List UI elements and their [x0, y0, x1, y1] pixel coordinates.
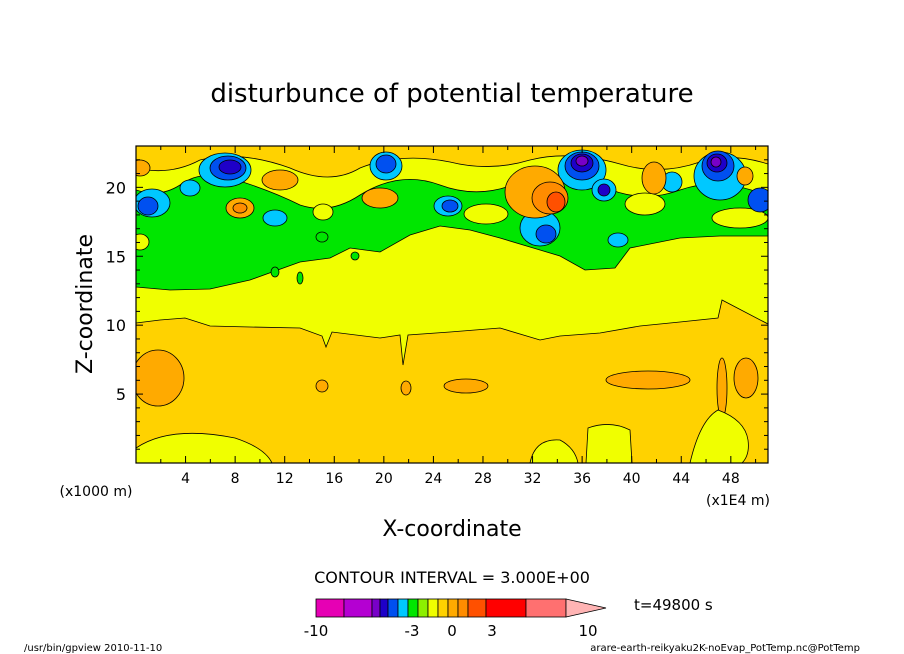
colorbar-segment — [437, 598, 449, 618]
orange-blob — [716, 357, 728, 419]
green-patch — [315, 231, 329, 243]
yellow-patch — [136, 432, 273, 463]
x-axis-label: X-coordinate — [382, 517, 521, 542]
darkblue-cell — [597, 183, 611, 197]
yellow-patch — [711, 207, 768, 229]
colorbar-segment — [397, 598, 409, 618]
x-tick-label: 8 — [231, 471, 240, 487]
yellow-patch — [312, 203, 334, 221]
x-unit-label: (x1E4 m) — [706, 493, 770, 509]
orange-cell — [261, 169, 299, 191]
x-ticks: 4 8 12 16 20 24 28 32 36 40 44 48 — [160, 146, 757, 487]
colorbar-tick-label: 10 — [578, 622, 597, 640]
orange-blob — [315, 379, 329, 393]
colorbar-tick-label: 0 — [447, 622, 457, 640]
yellow-patch — [585, 424, 633, 463]
red-orange-cell — [546, 191, 566, 213]
colorbar-segment — [343, 598, 373, 618]
colorbar-segment — [407, 598, 419, 618]
colorbar-tick-label: -3 — [405, 622, 420, 640]
purple-cell — [575, 155, 589, 167]
blue-cell — [375, 154, 397, 174]
blue-cell — [137, 196, 159, 216]
blue-cell — [535, 224, 557, 244]
x-tick-label: 12 — [276, 471, 294, 487]
colorbar-extension — [565, 598, 607, 618]
colorbar-segment — [387, 598, 399, 618]
green-patch — [296, 271, 304, 285]
colorbar-segment — [447, 598, 459, 618]
yellow-patch — [529, 439, 579, 463]
purple-cell — [710, 156, 722, 168]
colorbar-segment — [525, 598, 567, 618]
colorbar-segment — [315, 598, 345, 618]
colorbar-segment — [427, 598, 439, 618]
orange-blob — [136, 349, 185, 407]
blue-cell — [747, 187, 768, 213]
colorbar-segment — [417, 598, 429, 618]
y-tick-label: 5 — [116, 385, 126, 404]
x-tick-label: 44 — [672, 471, 690, 487]
colorbar-segment — [379, 598, 389, 618]
cyan-cell — [179, 179, 201, 197]
green-patch — [350, 251, 360, 261]
x-tick-label: 4 — [181, 471, 190, 487]
x-tick-label: 36 — [573, 471, 591, 487]
chart-title: disturbunce of potential temperature — [210, 79, 693, 109]
colorbar-tick-label: 3 — [487, 622, 497, 640]
footer-left: /usr/bin/gpview 2010-11-10 — [24, 643, 162, 654]
colorbar — [315, 598, 607, 618]
contour-field — [136, 146, 768, 463]
x-tick-label: 16 — [325, 471, 343, 487]
green-patch — [270, 266, 280, 278]
orange-cell — [361, 187, 399, 209]
colorbar-tick-label: -10 — [304, 622, 329, 640]
darkblue-cell — [218, 159, 242, 175]
orange-blob — [400, 380, 412, 396]
orange-cell — [641, 161, 667, 195]
colorbar-segment — [371, 598, 381, 618]
colorbar-segment — [467, 598, 487, 618]
x-tick-label: 28 — [474, 471, 492, 487]
y-tick-label: 20 — [106, 178, 126, 197]
cyan-cell — [262, 209, 288, 227]
x-tick-label: 20 — [375, 471, 393, 487]
footer-right: arare-earth-reikyaku2K-noEvap_PotTemp.nc… — [590, 643, 860, 654]
darkorange-cell — [232, 202, 248, 214]
blue-cell — [441, 199, 459, 213]
x-tick-label: 24 — [424, 471, 442, 487]
yellow-patch — [136, 233, 150, 251]
colorbar-segment — [457, 598, 469, 618]
orange-blob — [443, 378, 489, 394]
x-tick-label: 48 — [722, 471, 740, 487]
y-tick-label: 10 — [106, 316, 126, 335]
y-tick-label: 15 — [106, 247, 126, 266]
yellow-patch — [689, 409, 749, 463]
y-unit-label: (x1000 m) — [60, 484, 133, 500]
x-tick-label: 40 — [623, 471, 641, 487]
y-axis-label: Z-coordinate — [73, 234, 98, 374]
orange-blob — [605, 370, 691, 390]
y-ticks: 5 10 15 20 — [106, 159, 768, 450]
yellow-patch — [463, 203, 509, 225]
orange-blob — [733, 357, 759, 399]
colorbar-segment — [485, 598, 527, 618]
yellow-patch — [624, 192, 666, 216]
contour-interval: CONTOUR INTERVAL = 3.000E+00 — [314, 568, 590, 587]
cyan-cell — [607, 232, 629, 248]
time-label: t=49800 s — [634, 596, 713, 614]
plot-frame — [135, 145, 769, 464]
colorbar-tick-labels: -10 -3 0 3 10 — [304, 622, 598, 640]
orange-cell — [736, 166, 754, 186]
x-tick-label: 32 — [524, 471, 542, 487]
